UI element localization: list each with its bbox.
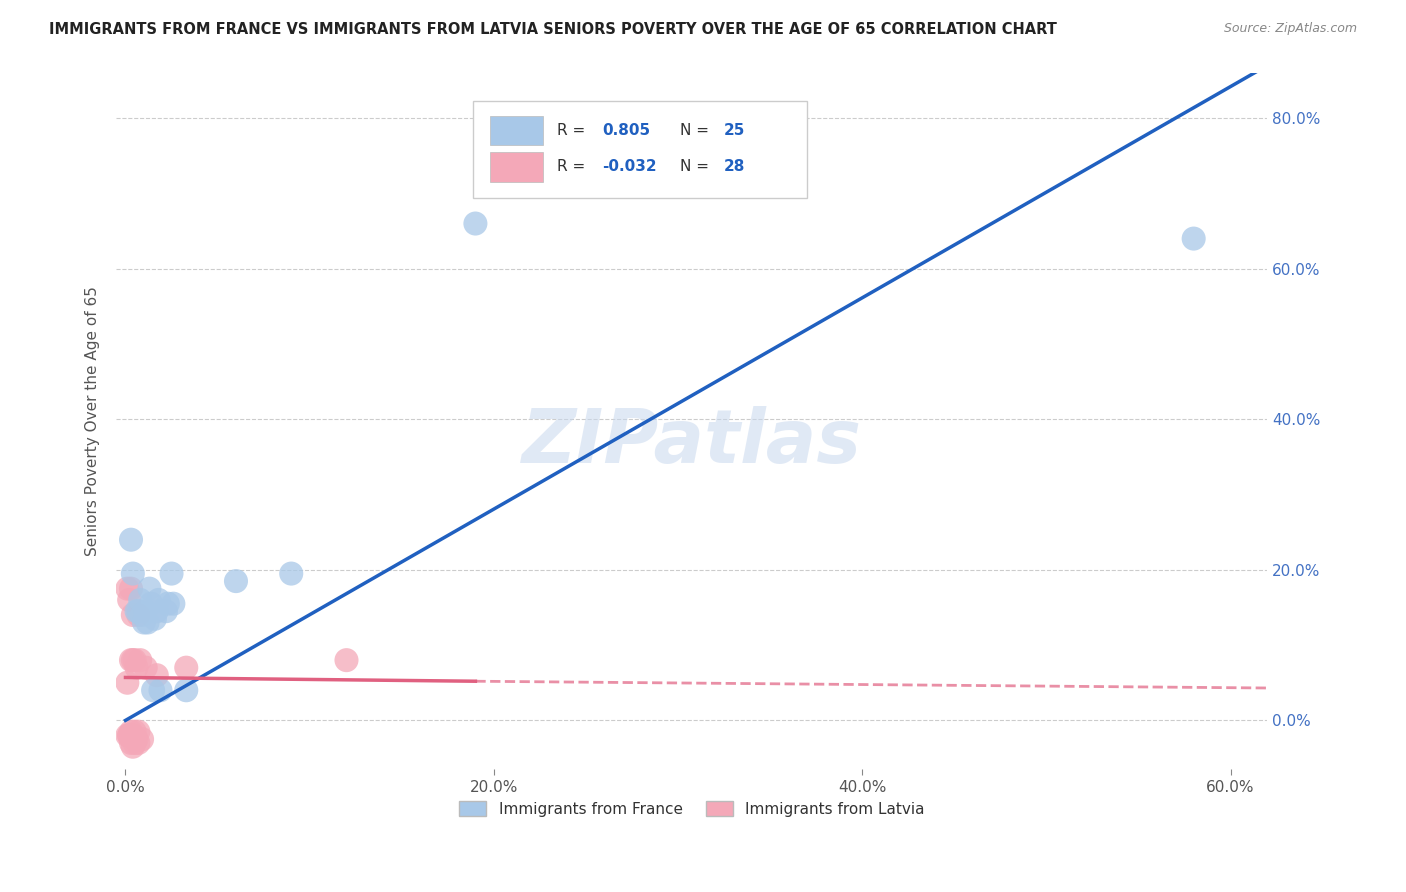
Point <box>127 604 149 618</box>
Point <box>124 736 146 750</box>
Text: 25: 25 <box>724 123 745 138</box>
Point <box>127 607 149 622</box>
Point <box>117 675 139 690</box>
Point <box>121 566 143 581</box>
Text: R =: R = <box>557 160 591 175</box>
Point <box>1182 231 1205 245</box>
Point <box>146 668 169 682</box>
Point <box>148 593 170 607</box>
Point <box>129 593 152 607</box>
FancyBboxPatch shape <box>491 116 543 145</box>
Point <box>121 653 143 667</box>
Point <box>141 597 163 611</box>
Point <box>131 732 153 747</box>
Point <box>162 597 184 611</box>
Point <box>121 607 143 622</box>
Point <box>335 653 357 667</box>
Text: R =: R = <box>557 123 591 138</box>
FancyBboxPatch shape <box>491 153 543 182</box>
Point <box>117 728 139 742</box>
Point <box>120 736 142 750</box>
Point <box>127 736 149 750</box>
Point <box>124 724 146 739</box>
Point <box>121 739 143 754</box>
Text: -0.032: -0.032 <box>602 160 657 175</box>
Point <box>135 604 157 618</box>
Point <box>143 612 166 626</box>
Point <box>120 582 142 596</box>
Point <box>142 683 165 698</box>
Point <box>138 582 160 596</box>
Point <box>118 593 141 607</box>
Point <box>146 604 169 618</box>
Point <box>127 724 149 739</box>
FancyBboxPatch shape <box>472 101 807 198</box>
Text: N =: N = <box>681 123 714 138</box>
Text: 28: 28 <box>724 160 745 175</box>
Text: 0.805: 0.805 <box>602 123 650 138</box>
Point <box>160 566 183 581</box>
Point <box>155 604 177 618</box>
Point <box>225 574 247 588</box>
Point <box>120 533 142 547</box>
Text: N =: N = <box>681 160 714 175</box>
Point <box>136 615 159 630</box>
Point <box>131 607 153 622</box>
Point <box>280 566 302 581</box>
Point <box>132 615 155 630</box>
Legend: Immigrants from France, Immigrants from Latvia: Immigrants from France, Immigrants from … <box>451 793 932 824</box>
Point <box>156 597 179 611</box>
Point <box>135 661 157 675</box>
Point <box>125 732 148 747</box>
Point <box>120 724 142 739</box>
Point <box>125 661 148 675</box>
Point <box>124 653 146 667</box>
Text: ZIPatlas: ZIPatlas <box>522 406 862 478</box>
Point <box>120 653 142 667</box>
Point <box>464 217 486 231</box>
Point <box>125 604 148 618</box>
Point <box>118 728 141 742</box>
Y-axis label: Seniors Poverty Over the Age of 65: Seniors Poverty Over the Age of 65 <box>86 286 100 556</box>
Point <box>174 661 197 675</box>
Point <box>129 653 152 667</box>
Point <box>117 582 139 596</box>
Text: Source: ZipAtlas.com: Source: ZipAtlas.com <box>1223 22 1357 36</box>
Text: IMMIGRANTS FROM FRANCE VS IMMIGRANTS FROM LATVIA SENIORS POVERTY OVER THE AGE OF: IMMIGRANTS FROM FRANCE VS IMMIGRANTS FRO… <box>49 22 1057 37</box>
Point <box>149 683 172 698</box>
Point <box>174 683 197 698</box>
Point <box>121 728 143 742</box>
Point <box>118 728 141 742</box>
